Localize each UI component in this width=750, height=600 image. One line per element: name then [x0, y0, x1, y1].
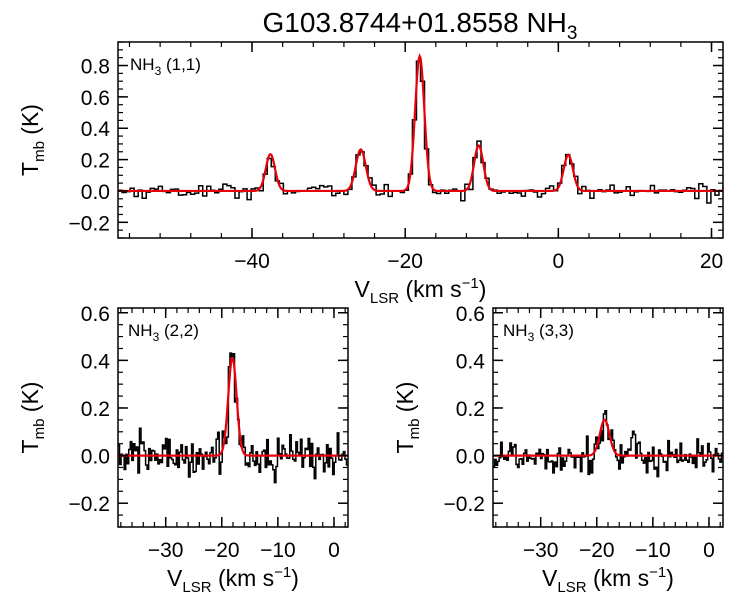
panel1-axes-frame — [117, 41, 724, 239]
panel1-xtick-label: 0 — [553, 250, 565, 273]
panel3-xtick-label: −20 — [579, 539, 615, 562]
panel1-xtick-label: 20 — [700, 250, 723, 273]
panel1-ytick-label: −0.2 — [69, 212, 110, 235]
panel1-ytick-label: 0.4 — [81, 118, 111, 141]
panel2-xtick-label: 0 — [328, 539, 340, 562]
panel2-ylabel: Tmb (K) — [17, 382, 48, 454]
panel1-ytick-label: 0.8 — [81, 56, 110, 79]
panel1-gaussian-fit — [118, 53, 723, 193]
panel2-xlabel: VLSR (km s−1) — [167, 564, 299, 596]
panel1-ytick-label: 0.6 — [81, 87, 110, 110]
panel2-ytick-label: 0.6 — [81, 303, 110, 326]
panel2-xtick-label: −10 — [260, 539, 296, 562]
panel3-ytick-label: 0.2 — [456, 398, 485, 421]
panel1-ytick-label: 0.2 — [81, 150, 110, 173]
panel1-ytick-label: 0.0 — [81, 181, 110, 204]
panel1-transition-label: NH3 (1,1) — [130, 55, 201, 78]
panel1-ylabel: Tmb (K) — [17, 104, 48, 176]
panel3-ytick-label: 0.6 — [456, 303, 485, 326]
panel2-ytick-label: 0.4 — [81, 350, 111, 373]
panel3-transition-label: NH3 (3,3) — [503, 321, 574, 344]
panel3-xtick-label: −30 — [523, 539, 559, 562]
panel3-xlabel: VLSR (km s−1) — [542, 564, 674, 596]
panel1-xtick-label: −40 — [234, 250, 270, 273]
panel2-ytick-label: −0.2 — [69, 493, 110, 516]
figure-title: G103.8744+01.8558 NH3 — [263, 7, 578, 44]
panel2-gaussian-fit — [118, 356, 348, 457]
panel1-xlabel: VLSR (km s−1) — [355, 275, 487, 307]
panel-nh3-22: −0.2 0.0 0.2 0.4 0.6 −30 −20 −10 0 NH3 (2,2) Tmb (… — [17, 303, 349, 596]
panel2-observed-spectrum — [118, 352, 348, 484]
panel3-gaussian-fit — [493, 418, 723, 457]
panel3-ytick-label: −0.2 — [444, 493, 485, 516]
panel1-xtick-label: −20 — [387, 250, 423, 273]
panel2-xtick-label: −30 — [148, 539, 184, 562]
panel2-ytick-label: 0.2 — [81, 398, 110, 421]
panel3-xtick-label: −10 — [635, 539, 671, 562]
panel3-ylabel: Tmb (K) — [392, 382, 423, 454]
panel3-ytick-label: 0.4 — [456, 350, 486, 373]
panel-nh3-33: −0.2 0.0 0.2 0.4 0.6 −30 −20 −10 0 NH3 (3,3) Tmb (… — [392, 303, 724, 596]
panel2-transition-label: NH3 (2,2) — [128, 321, 199, 344]
panel2-xtick-label: −20 — [204, 539, 240, 562]
panel3-observed-spectrum — [493, 409, 723, 478]
panel3-ytick-label: 0.0 — [456, 446, 485, 469]
panel-nh3-11: −0.2 0.0 0.2 0.4 0.6 0.8 −40 −20 0 20 NH3 (1,1) Tmb… — [17, 41, 724, 307]
panel2-ytick-label: 0.0 — [81, 446, 110, 469]
panel3-xtick-label: 0 — [703, 539, 715, 562]
